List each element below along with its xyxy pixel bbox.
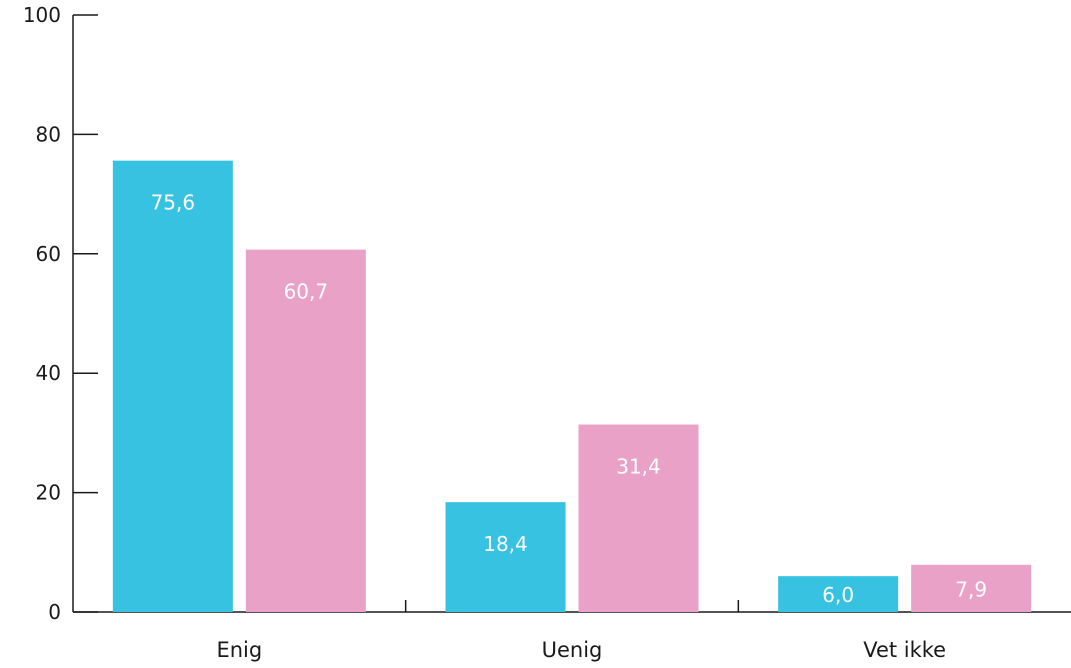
data-label: 7,9 bbox=[955, 577, 987, 601]
bar-uenig-series-2 bbox=[578, 424, 699, 612]
bar-uenig-series-1 bbox=[445, 502, 566, 612]
x-category-label: Uenig bbox=[542, 638, 603, 662]
labels: 0 20 40 60 80 100 75,6 60,7 Enig 18,4 31,4 Uenig 6,0… bbox=[23, 3, 987, 662]
data-label: 6,0 bbox=[822, 583, 854, 607]
y-tick-label: 40 bbox=[36, 361, 61, 385]
y-tick-label: 0 bbox=[48, 600, 61, 624]
y-tick-label: 60 bbox=[36, 242, 61, 266]
data-label: 60,7 bbox=[284, 280, 329, 304]
data-label: 31,4 bbox=[616, 455, 661, 479]
y-tick-label: 20 bbox=[36, 481, 61, 505]
axes bbox=[72, 14, 1071, 613]
x-category-label: Enig bbox=[216, 638, 262, 662]
bar-enig-series-2 bbox=[245, 249, 366, 612]
data-label: 75,6 bbox=[151, 191, 196, 215]
x-category-label: Vet ikke bbox=[863, 638, 946, 662]
y-tick-label: 80 bbox=[36, 122, 61, 146]
bar-vet-ikke-series-1 bbox=[778, 576, 899, 612]
data-label: 18,4 bbox=[483, 532, 528, 556]
bar-enig-series-1 bbox=[112, 160, 233, 612]
bars bbox=[112, 160, 1032, 612]
y-tick-label: 100 bbox=[23, 3, 61, 27]
bar-vet-ikke-series-2 bbox=[911, 564, 1032, 612]
